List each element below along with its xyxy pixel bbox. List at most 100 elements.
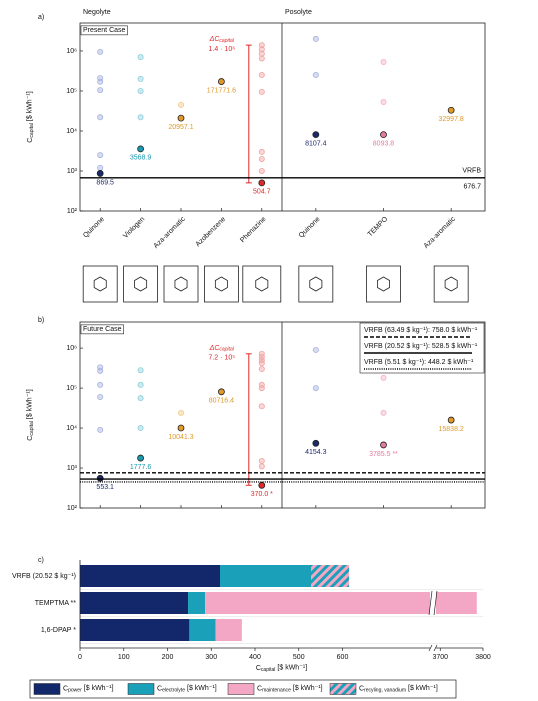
highlight-label: 3568.9 [130, 155, 152, 162]
bar-segment [205, 592, 477, 614]
structure-icon-box [203, 265, 239, 303]
structure-icon-box [242, 265, 282, 303]
data-point [258, 385, 265, 392]
axis-break [433, 590, 438, 616]
y-tick-label: TEMPTMA ** [35, 600, 77, 607]
y-axis-label: Ccapital [$ kWh⁻¹] [26, 91, 35, 142]
structure-icon [174, 276, 188, 292]
structure-icon [93, 276, 107, 292]
data-point [97, 114, 104, 121]
data-point [137, 54, 144, 61]
highlight-label: 10041.3 [168, 434, 193, 441]
legend-swatch [33, 683, 61, 695]
y-axis-label: Ccapital [$ kWh⁻¹] [26, 389, 35, 440]
axis-break [428, 590, 433, 616]
data-point [380, 99, 387, 106]
x-tick-label: 600 [337, 654, 349, 661]
x-tick-label: 400 [249, 654, 261, 661]
label-unit: [$ kWh⁻¹] [84, 685, 114, 692]
highlight-point [96, 474, 104, 482]
y-tick-label: 10³ [67, 465, 78, 472]
panel-label: c) [38, 557, 44, 564]
x-tick-label: 3800 [475, 654, 491, 661]
legend-label: VRFB (63.49 $ kg⁻¹): 758.0 $ kWh⁻¹ [364, 327, 478, 334]
highlight-point [312, 439, 320, 447]
highlight-point [258, 179, 266, 187]
legend-label: VRFB (20.52 $ kg⁻¹): 528.5 $ kWh⁻¹ [364, 343, 478, 350]
label-subscript: recyling, vanadium [364, 688, 406, 694]
highlight-point [258, 481, 266, 489]
y-tick-label: 10⁵ [66, 385, 77, 392]
data-point [137, 395, 144, 402]
delta-value: 7.2 · 10⁵ [208, 355, 235, 362]
bar-segment [80, 619, 190, 641]
y-tick-label: 10⁴ [66, 128, 77, 135]
highlight-label: 8093.8 [373, 141, 395, 148]
y-tick-label: VRFB (20.52 $ kg⁻¹) [12, 573, 76, 580]
label-subscript: capital [261, 667, 276, 673]
structure-icon-box [123, 265, 158, 303]
axis-break [433, 644, 438, 652]
label-unit: [$ kWh⁻¹] [26, 389, 33, 419]
data-point [137, 75, 144, 82]
highlight-point [96, 170, 104, 177]
label-symbol: C [27, 436, 34, 441]
plot-frame [79, 22, 486, 212]
highlight-label: 504.7 [253, 189, 271, 196]
highlight-point [447, 416, 455, 424]
label-unit: [$ kWh⁻¹] [293, 685, 323, 692]
data-point [380, 58, 387, 65]
data-point [258, 357, 265, 364]
label-symbol: ΔC [209, 345, 221, 352]
label-symbol: C [63, 685, 68, 692]
label-symbol: C [27, 138, 34, 143]
bar-segment [220, 565, 311, 587]
structure-icon [377, 276, 390, 292]
case-label-box [80, 25, 128, 36]
reference-label: VRFB [462, 168, 481, 175]
data-point [258, 403, 265, 410]
highlight-point [447, 106, 455, 114]
structure-icon [444, 276, 458, 292]
data-point [137, 367, 144, 374]
y-tick-label: 10² [67, 505, 78, 512]
data-point [258, 167, 265, 174]
data-point [97, 367, 104, 374]
data-point [258, 353, 265, 360]
y-tick-label: 10² [67, 208, 78, 215]
highlight-label: 3785.5 ** [369, 451, 398, 458]
label-symbol: ΔC [209, 36, 221, 43]
bar-segment [188, 592, 206, 614]
x-tick-label: 100 [118, 654, 130, 661]
label-unit: [$ kWh⁻¹] [187, 685, 217, 692]
plot-frame [79, 321, 486, 509]
case-label-box [80, 324, 124, 335]
x-tick-label: 0 [78, 654, 82, 661]
label-symbol: C [257, 685, 262, 692]
highlight-label: 553.1 [96, 484, 114, 491]
axis-break [428, 644, 433, 652]
x-axis-label: Ccapital [$ kWh⁻¹] [256, 664, 307, 673]
data-point [97, 381, 104, 388]
structure-icon [134, 276, 148, 292]
highlight-point [177, 114, 185, 122]
y-tick-label: 10⁴ [66, 425, 77, 432]
data-point [97, 87, 104, 94]
highlight-label: 15838.2 [439, 426, 464, 433]
highlight-label: 171771.6 [207, 87, 236, 94]
bar-segment [80, 565, 220, 587]
highlight-label: 8107.4 [305, 140, 327, 147]
panel-label: a) [38, 14, 44, 21]
label-symbol: C [256, 665, 261, 672]
data-point [258, 50, 265, 57]
highlight-label: 4154.3 [305, 449, 327, 456]
delta-label: ΔCcapital [209, 345, 235, 353]
data-point [380, 409, 387, 416]
structure-icon-box [433, 265, 469, 303]
highlight-label: 869.5 [96, 179, 114, 186]
legend-label: Celectrolyte [$ kWh⁻¹] [157, 685, 217, 694]
highlight-point [177, 424, 185, 432]
bar-segment [189, 619, 216, 641]
structure-icon-box [82, 265, 118, 303]
highlight-label: 370.0 * [251, 491, 273, 498]
